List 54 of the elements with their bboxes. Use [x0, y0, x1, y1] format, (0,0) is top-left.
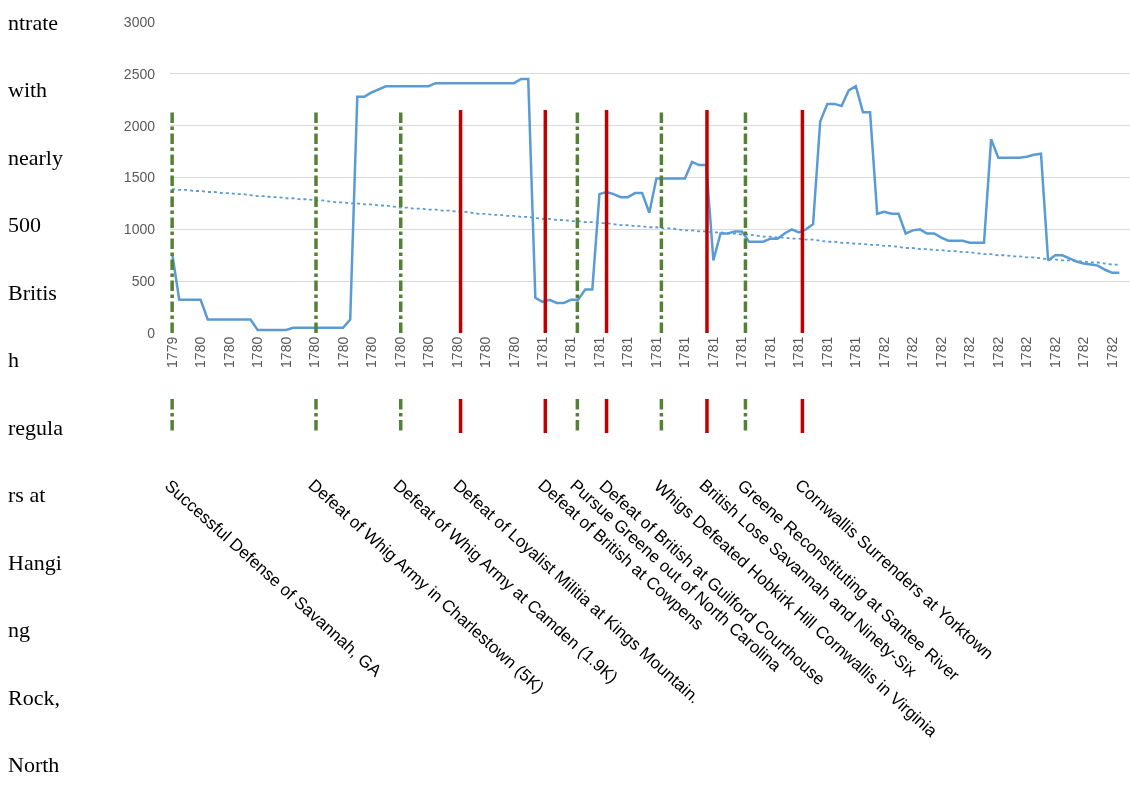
- x-tick-label: 1780: [420, 336, 437, 368]
- x-tick-label: 1781: [704, 336, 721, 368]
- x-tick-label: 1781: [534, 336, 551, 368]
- text: rs at: [8, 482, 46, 507]
- x-tick-label: 1780: [391, 336, 408, 368]
- y-tick-label: 500: [131, 273, 156, 290]
- x-tick-label: 1781: [676, 336, 693, 368]
- text: regula: [8, 415, 64, 440]
- x-tick-label: 1780: [277, 336, 294, 368]
- y-tick-label: 3000: [123, 13, 156, 30]
- x-tick-label: 1781: [818, 336, 835, 368]
- x-tick-label: 1782: [1075, 336, 1092, 368]
- x-tick-label: 1781: [733, 336, 750, 368]
- x-tick-label: 1780: [249, 336, 266, 368]
- x-tick-label: 1780: [448, 336, 465, 368]
- x-tick-label: 1781: [562, 336, 579, 368]
- x-tick-label: 1782: [932, 336, 949, 368]
- text: Rock,: [8, 685, 60, 710]
- x-tick-label: 1781: [619, 336, 636, 368]
- text: 500: [8, 212, 41, 237]
- x-tick-label: 1780: [192, 336, 209, 368]
- y-tick-label: 1000: [123, 221, 156, 238]
- x-tick-label: 1782: [1046, 336, 1063, 368]
- text: North: [8, 752, 60, 777]
- text: Hangi: [8, 550, 62, 575]
- x-tick-label: 1780: [505, 336, 522, 368]
- x-tick-label: 1779: [163, 336, 180, 368]
- x-tick-label: 1781: [761, 336, 778, 368]
- x-tick-label: 1781: [847, 336, 864, 368]
- x-tick-label: 1782: [1018, 336, 1035, 368]
- text: Britis: [8, 280, 57, 305]
- x-tick-label: 1780: [477, 336, 494, 368]
- x-tick-label: 1782: [1103, 336, 1120, 368]
- text: h: [8, 347, 19, 372]
- x-tick-label: 1780: [306, 336, 323, 368]
- y-tick-label: 2000: [123, 117, 156, 134]
- x-tick-label: 1782: [989, 336, 1006, 368]
- y-tick-label: 2500: [123, 65, 156, 82]
- line-series: [170, 77, 1121, 332]
- x-tick-label: 1780: [363, 336, 380, 368]
- x-tick-label: 1782: [904, 336, 921, 368]
- text: nearly: [8, 145, 63, 170]
- x-tick-label: 1782: [875, 336, 892, 368]
- text: with: [8, 77, 48, 102]
- x-tick-label: 1781: [790, 336, 807, 368]
- x-tick-label: 1782: [961, 336, 978, 368]
- x-tick-label: 1780: [334, 336, 351, 368]
- x-tick-label: 1781: [590, 336, 607, 368]
- x-tick-label: 1780: [220, 336, 237, 368]
- y-tick-label: 1500: [123, 169, 156, 186]
- x-tick-label: 1781: [647, 336, 664, 368]
- y-tick-label: 0: [147, 324, 156, 341]
- text: ng: [8, 617, 30, 642]
- text: ntrate: [8, 10, 59, 35]
